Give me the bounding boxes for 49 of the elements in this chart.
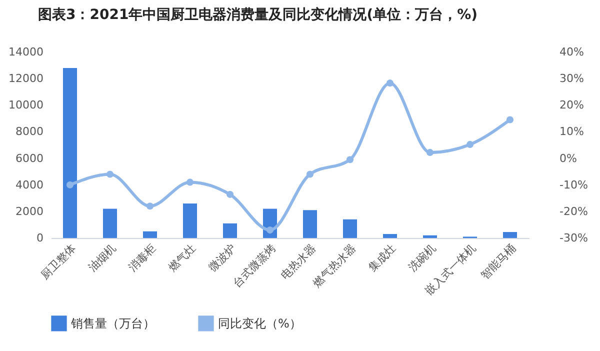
x-tick-label: 洗碗机 <box>406 242 438 274</box>
point <box>466 140 474 148</box>
y-tick-label: 12000 <box>8 72 44 86</box>
point <box>226 190 234 198</box>
point <box>266 226 274 234</box>
bar <box>303 210 317 238</box>
chart-title: 图表3：2021年中国厨卫电器消费量及同比变化情况(单位：万台，%) <box>38 6 478 23</box>
bar <box>383 234 397 238</box>
y2-tick-label: 10% <box>560 125 584 138</box>
bar <box>103 208 117 238</box>
y2-tick-label: 40% <box>560 46 584 58</box>
legend-label: 销售量（万台） <box>70 316 155 330</box>
point <box>66 181 74 188</box>
y2-tick-label: 20% <box>560 98 584 112</box>
y-tick-label: 0 <box>36 232 44 244</box>
bar <box>343 219 357 238</box>
point <box>506 116 514 124</box>
point <box>426 148 434 156</box>
y2-tick-label: 0% <box>560 152 577 165</box>
bar <box>223 223 237 238</box>
x-tick-label: 消毒柜 <box>126 242 158 274</box>
point <box>386 80 394 87</box>
point <box>146 202 154 210</box>
y2-tick-label: 30% <box>560 72 584 86</box>
bar <box>143 231 157 238</box>
x-tick-label: 智能马桶 <box>478 242 518 282</box>
y-tick-label: 6000 <box>16 152 44 165</box>
point <box>186 178 194 186</box>
y-tick-label: 4000 <box>16 178 44 192</box>
y2-tick-label: -20% <box>560 204 588 218</box>
bar <box>423 235 437 238</box>
point <box>106 170 114 178</box>
y-tick-label: 14000 <box>8 46 44 58</box>
y-tick-label: 8000 <box>16 125 44 138</box>
x-tick-label: 集成灶 <box>366 242 398 274</box>
bar <box>63 68 77 238</box>
x-tick-label: 微波炉 <box>206 242 238 274</box>
point <box>346 156 354 164</box>
y-tick-label: 2000 <box>16 204 44 218</box>
bar <box>183 203 197 238</box>
point <box>306 170 314 178</box>
x-tick-label: 燃气灶 <box>166 242 198 274</box>
x-tick-label: 油烟机 <box>86 242 118 274</box>
bar <box>503 232 517 238</box>
y-tick-label: 10000 <box>8 98 44 112</box>
y2-tick-label: -30% <box>560 232 588 244</box>
x-tick-label: 厨卫整体 <box>38 242 78 282</box>
y2-tick-label: -10% <box>560 178 588 192</box>
legend-label: 同比变化（%） <box>218 316 302 330</box>
